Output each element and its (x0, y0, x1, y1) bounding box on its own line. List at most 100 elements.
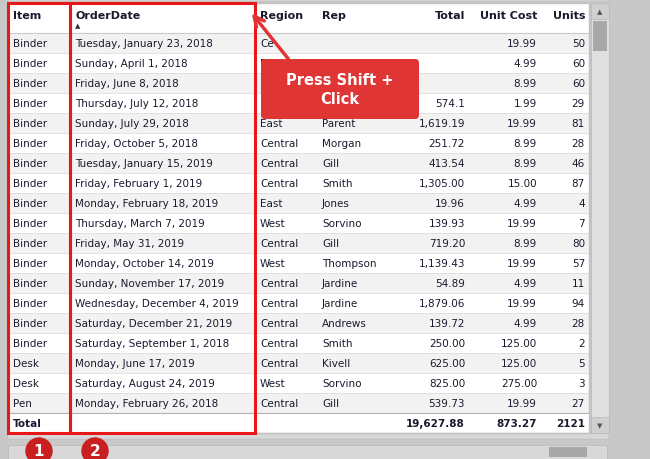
Text: Binder: Binder (13, 279, 47, 288)
Text: Andrews: Andrews (322, 318, 367, 328)
Text: Smith: Smith (322, 179, 352, 189)
Text: Sorvino: Sorvino (322, 218, 361, 229)
Text: Monday, February 26, 2018: Monday, February 26, 2018 (75, 398, 218, 408)
Text: 719.20: 719.20 (428, 239, 465, 248)
Text: Friday, May 31, 2019: Friday, May 31, 2019 (75, 239, 184, 248)
Text: 50: 50 (572, 39, 585, 49)
Bar (8, 353, 589, 373)
Text: Binder: Binder (13, 139, 47, 149)
Text: 1,139.43: 1,139.43 (419, 258, 465, 269)
Text: 8.99: 8.99 (514, 159, 537, 168)
Text: Item: Item (13, 11, 41, 21)
Text: Sunday, July 29, 2018: Sunday, July 29, 2018 (75, 119, 189, 129)
Text: 8.99: 8.99 (514, 239, 537, 248)
Bar (8, 154, 589, 174)
Text: Gill: Gill (322, 239, 339, 248)
Text: 8.99: 8.99 (514, 139, 537, 149)
Text: 4.99: 4.99 (514, 199, 537, 208)
Text: Units: Units (552, 11, 585, 21)
Bar (8, 333, 589, 353)
Text: Binder: Binder (13, 318, 47, 328)
Bar (8, 274, 589, 293)
Text: Friday, October 5, 2018: Friday, October 5, 2018 (75, 139, 198, 149)
Text: Central: Central (260, 239, 298, 248)
Text: 11: 11 (572, 279, 585, 288)
Text: Jones: Jones (322, 199, 350, 208)
Text: 413.54: 413.54 (428, 159, 465, 168)
Bar (8, 4, 589, 34)
Text: Eas: Eas (260, 79, 278, 89)
Circle shape (26, 438, 52, 459)
Text: Central: Central (260, 179, 298, 189)
Bar (593, 22, 607, 52)
Text: Eas: Eas (260, 59, 278, 69)
Text: Gill: Gill (322, 159, 339, 168)
Text: 19,627.88: 19,627.88 (406, 418, 465, 428)
Text: Thompson: Thompson (322, 258, 376, 269)
Text: 19.99: 19.99 (507, 258, 537, 269)
Text: 1,305.00: 1,305.00 (419, 179, 465, 189)
Text: Saturday, December 21, 2019: Saturday, December 21, 2019 (75, 318, 232, 328)
Bar (8, 134, 589, 154)
Text: Binder: Binder (13, 119, 47, 129)
Text: 19.96: 19.96 (435, 199, 465, 208)
Text: Binder: Binder (13, 99, 47, 109)
Text: 625.00: 625.00 (429, 358, 465, 368)
Text: Binder: Binder (13, 199, 47, 208)
Text: Central: Central (260, 139, 298, 149)
Text: Desk: Desk (13, 358, 39, 368)
Bar (8, 373, 589, 393)
Text: 2: 2 (578, 338, 585, 348)
Bar (591, 4, 609, 20)
Text: 60: 60 (572, 59, 585, 69)
Text: 15.00: 15.00 (508, 179, 537, 189)
Bar (8, 74, 589, 94)
Text: Sorvino: Sorvino (322, 378, 361, 388)
Bar (8, 4, 589, 433)
Text: Friday, June 8, 2018: Friday, June 8, 2018 (75, 79, 179, 89)
Text: 8.99: 8.99 (514, 79, 537, 89)
Bar (8, 293, 589, 313)
Text: 574.1: 574.1 (435, 99, 465, 109)
Bar (8, 4, 70, 433)
Text: Binder: Binder (13, 338, 47, 348)
Text: Central: Central (260, 279, 298, 288)
Text: Monday, February 18, 2019: Monday, February 18, 2019 (75, 199, 218, 208)
Text: 250.00: 250.00 (429, 338, 465, 348)
Text: 60: 60 (572, 79, 585, 89)
Text: Binder: Binder (13, 79, 47, 89)
Text: 139.72: 139.72 (428, 318, 465, 328)
Text: Central: Central (260, 398, 298, 408)
Bar (8, 253, 589, 274)
Bar (8, 114, 589, 134)
Text: 1: 1 (34, 443, 44, 459)
Text: West: West (260, 218, 285, 229)
Bar (8, 393, 589, 413)
Bar (8, 234, 589, 253)
Text: Binder: Binder (13, 239, 47, 248)
Text: East: East (260, 99, 283, 109)
Text: Unit Cost: Unit Cost (480, 11, 537, 21)
Text: 46: 46 (572, 159, 585, 168)
Text: 19.99: 19.99 (507, 39, 537, 49)
Text: Central: Central (260, 358, 298, 368)
Text: ▼: ▼ (597, 422, 603, 428)
Text: 125.00: 125.00 (500, 358, 537, 368)
Text: Pen: Pen (13, 398, 32, 408)
Bar (8, 94, 589, 114)
Bar (70, 4, 255, 433)
Bar (8, 213, 589, 234)
Text: 28: 28 (572, 318, 585, 328)
Text: Binder: Binder (13, 218, 47, 229)
Text: 19.99: 19.99 (507, 119, 537, 129)
Text: 825.00: 825.00 (429, 378, 465, 388)
Text: Tuesday, January 15, 2019: Tuesday, January 15, 2019 (75, 159, 213, 168)
Text: Morgan: Morgan (322, 139, 361, 149)
Text: OrderDate: OrderDate (75, 11, 140, 21)
Bar (8, 313, 589, 333)
Text: Saturday, August 24, 2019: Saturday, August 24, 2019 (75, 378, 215, 388)
Bar (591, 417, 609, 433)
Bar (8, 54, 589, 74)
Text: 3: 3 (578, 378, 585, 388)
Text: 1,619.19: 1,619.19 (419, 119, 465, 129)
